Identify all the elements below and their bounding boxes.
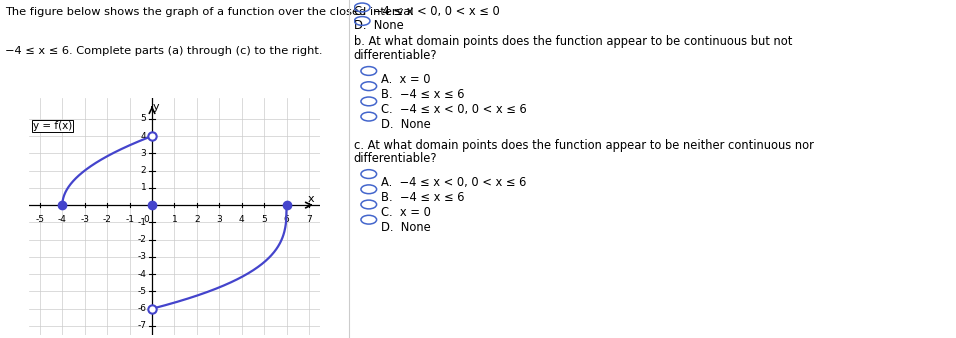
Text: C.  x = 0: C. x = 0 (380, 206, 431, 219)
Text: 5: 5 (261, 215, 267, 224)
Text: c. At what domain points does the function appear to be neither continuous nor: c. At what domain points does the functi… (354, 139, 814, 151)
Text: D.  None: D. None (354, 19, 403, 31)
Text: B.  −4 ≤ x ≤ 6: B. −4 ≤ x ≤ 6 (380, 88, 465, 101)
Text: C.  −4 ≤ x < 0, 0 < x ≤ 0: C. −4 ≤ x < 0, 0 < x ≤ 0 (354, 5, 499, 18)
Text: 1: 1 (171, 215, 178, 224)
Text: -6: -6 (138, 304, 146, 313)
Text: 3: 3 (216, 215, 222, 224)
Text: -4: -4 (58, 215, 67, 224)
Text: -1: -1 (138, 218, 146, 227)
Text: -5: -5 (138, 287, 146, 296)
Text: D.  None: D. None (380, 118, 430, 131)
Text: 7: 7 (306, 215, 312, 224)
Text: -5: -5 (35, 215, 44, 224)
Text: 0: 0 (143, 215, 149, 224)
Text: 5: 5 (141, 114, 146, 123)
Text: The figure below shows the graph of a function over the closed interval: The figure below shows the graph of a fu… (5, 7, 413, 17)
Text: 4: 4 (141, 131, 146, 141)
Text: −4 ≤ x ≤ 6. Complete parts (a) through (c) to the right.: −4 ≤ x ≤ 6. Complete parts (a) through (… (5, 46, 322, 56)
Text: 1: 1 (141, 183, 146, 192)
Text: -3: -3 (80, 215, 89, 224)
Text: x: x (308, 194, 315, 204)
Text: C.  −4 ≤ x < 0, 0 < x ≤ 6: C. −4 ≤ x < 0, 0 < x ≤ 6 (380, 103, 527, 116)
Text: -7: -7 (138, 321, 146, 331)
Text: 6: 6 (284, 215, 290, 224)
Text: 3: 3 (141, 149, 146, 158)
Text: -2: -2 (138, 235, 146, 244)
Text: -1: -1 (125, 215, 134, 224)
Text: y = f(x): y = f(x) (33, 121, 73, 131)
Text: y: y (153, 102, 160, 112)
Text: 2: 2 (194, 215, 200, 224)
Text: differentiable?: differentiable? (354, 49, 437, 62)
Text: D.  None: D. None (380, 221, 430, 234)
Text: A.  −4 ≤ x < 0, 0 < x ≤ 6: A. −4 ≤ x < 0, 0 < x ≤ 6 (380, 176, 526, 189)
Text: 4: 4 (239, 215, 245, 224)
Text: -2: -2 (102, 215, 112, 224)
Text: differentiable?: differentiable? (354, 152, 437, 165)
Text: -4: -4 (138, 270, 146, 279)
Text: -3: -3 (138, 252, 146, 261)
Text: A.  x = 0: A. x = 0 (380, 73, 430, 86)
Text: 2: 2 (141, 166, 146, 175)
Text: b. At what domain points does the function appear to be continuous but not: b. At what domain points does the functi… (354, 35, 793, 48)
Text: B.  −4 ≤ x ≤ 6: B. −4 ≤ x ≤ 6 (380, 191, 465, 204)
